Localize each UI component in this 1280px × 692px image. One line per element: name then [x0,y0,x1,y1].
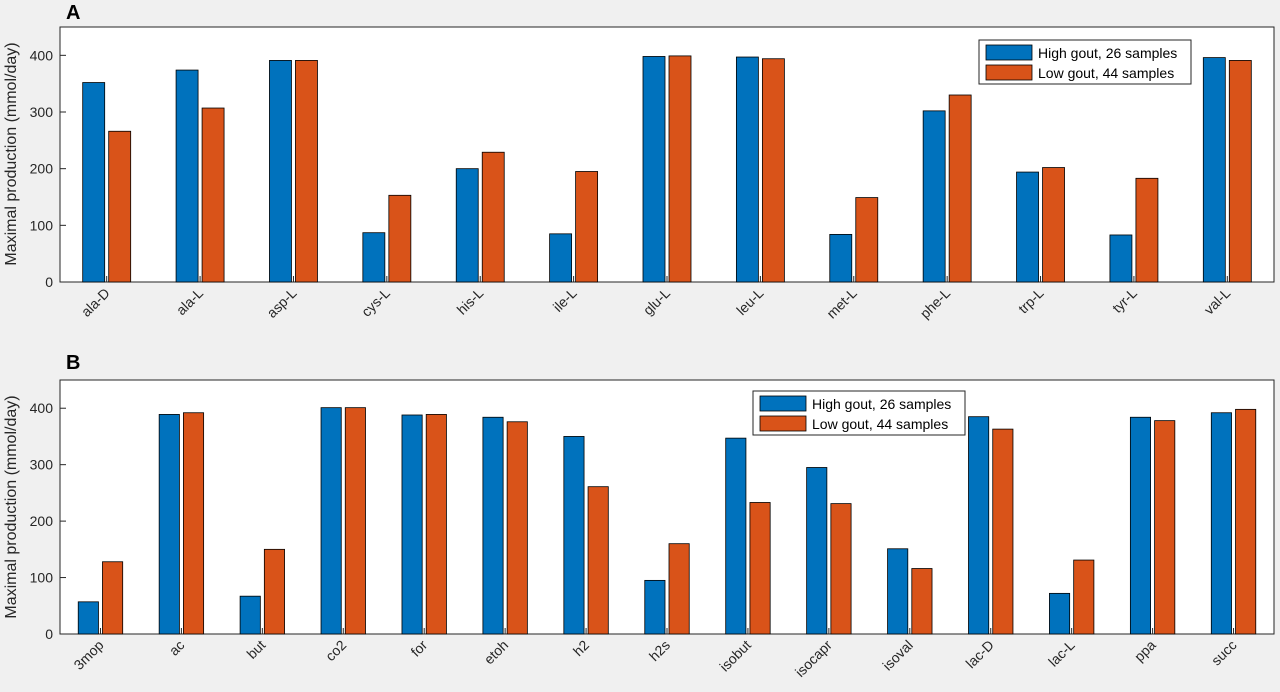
panel-a-y-tick-label: 0 [45,274,53,290]
panel-a-legend-label-low: Low gout, 44 samples [1038,65,1174,81]
panel-a-bar-high-val-L [1202,57,1226,283]
panel-a-bar-high-trp-L [1016,171,1039,283]
panel-b-bar-low-h2 [587,486,609,635]
panel-a-bar-high-cys-L [362,232,386,283]
panel-a-y-ticks: 0 100 200 300 400 [30,47,66,290]
panel-a-legend: High gout, 26 samples Low gout, 44 sampl… [978,39,1192,85]
panel-b-bar-high-h2s [644,579,666,635]
panel-b-bar-low-succ [1235,408,1257,635]
panel-b-legend-label-high: High gout, 26 samples [812,396,951,412]
panel-a-bar-low-tyr-L [1135,177,1159,283]
panel-b-y-tick-label: 0 [45,626,53,642]
panel-b-bar-high-3mop [77,601,99,635]
panel-b-bars [77,407,1257,635]
panel-a-bar-high-ile-L [549,233,573,283]
panel-a-bars [82,55,1252,283]
panel-b-bar-high-isoval [887,548,909,635]
panel-a-legend-swatch-low [985,64,1033,81]
panel-b-bar-low-etoh [506,421,528,635]
panel-b-bar-low-co2 [344,407,366,635]
panel-b-bar-low-isobut [749,502,771,635]
panel-b-bar-high-for [401,414,423,635]
panel-a-bar-high-phe-L [922,110,946,283]
panel-b-y-ticks: 0 100 200 300 400 [30,400,66,642]
panel-b-bar-low-for [425,414,447,635]
panel-a-y-tick-label: 400 [30,47,54,63]
panel-b-y-tick-label: 300 [30,457,54,473]
panel-a-bar-low-glu-L [668,55,692,283]
panel-a-bar-high-ala-L [175,69,199,283]
panel-b-bar-high-isobut [725,437,747,635]
panel-b-y-tick-label: 100 [30,570,54,586]
panel-b-bar-high-co2 [320,407,342,635]
panel-a-legend-label-high: High gout, 26 samples [1038,45,1177,61]
panel-b: B Maximal production (mmol/day) 0 100 200 3… [3,352,1275,680]
panel-b-bar-high-isocapr [806,467,828,635]
panel-a-y-tick-label: 300 [30,104,54,120]
panel-a-y-tick-label: 100 [30,217,54,233]
panel-a-letter: A [66,2,80,24]
panel-a: A Maximal production (mmol/day) 0 100 200 3… [3,2,1275,321]
panel-b-plot-area [59,379,1275,635]
panel-b-bar-low-ppa [1154,420,1176,635]
panel-a-bar-low-asp-L [295,60,318,283]
panel-a-y-axis-label: Maximal production (mmol/day) [3,42,20,265]
panel-b-bar-low-but [263,548,285,635]
panel-b-bar-high-h2 [563,436,585,635]
panel-b-legend-label-low: Low gout, 44 samples [812,416,948,432]
panel-b-bar-high-ppa [1129,416,1152,635]
panel-a-bar-high-asp-L [269,60,292,283]
panel-b-bar-high-lac-D [968,416,990,635]
panel-a-legend-swatch-high [985,44,1033,61]
panel-b-bar-high-succ [1210,412,1232,635]
panel-b-y-tick-label: 200 [30,513,54,529]
panel-b-bar-low-h2s [668,543,690,635]
panel-a-bar-high-his-L [455,168,479,283]
panel-a-bar-high-met-L [829,233,853,283]
panel-a-bar-low-cys-L [388,194,412,283]
panel-b-bar-high-ac [158,414,180,635]
panel-b-bar-high-lac-L [1049,592,1071,635]
panel-b-y-tick-label: 400 [30,400,54,416]
panel-b-bar-high-etoh [482,416,504,635]
panel-b-bar-high-but [239,595,261,635]
panel-a-bar-low-leu-L [761,58,785,283]
panel-b-legend-swatch-high [759,395,807,412]
panel-a-bar-low-ala-D [108,130,132,283]
panel-a-y-tick-label: 200 [30,161,54,177]
panel-b-letter: B [66,352,80,374]
panel-b-legend-swatch-low [759,415,807,432]
panel-a-bar-low-his-L [481,151,505,283]
panel-a-bar-low-val-L [1228,60,1252,283]
panel-a-bar-low-met-L [855,197,879,283]
panel-a-bar-low-ala-L [201,107,225,283]
panel-a-bar-high-ala-D [82,82,106,283]
panel-a-bar-high-leu-L [735,56,759,283]
panel-b-y-axis-label: Maximal production (mmol/day) [3,395,20,618]
panel-a-bar-low-trp-L [1042,167,1065,283]
panel-b-bar-low-lac-D [992,428,1014,635]
panel-a-bar-high-glu-L [642,56,666,283]
panel-b-bar-low-isocapr [830,503,852,635]
panel-a-bar-low-phe-L [948,94,972,283]
panel-a-bar-high-tyr-L [1109,234,1133,283]
panel-b-bar-low-isoval [911,568,933,635]
panel-b-bar-low-3mop [102,561,124,635]
panel-b-bar-low-ac [182,412,205,635]
panel-b-bar-low-lac-L [1073,559,1095,635]
panel-b-legend: High gout, 26 samples Low gout, 44 sampl… [752,390,966,436]
panel-a-bar-low-ile-L [575,171,599,283]
